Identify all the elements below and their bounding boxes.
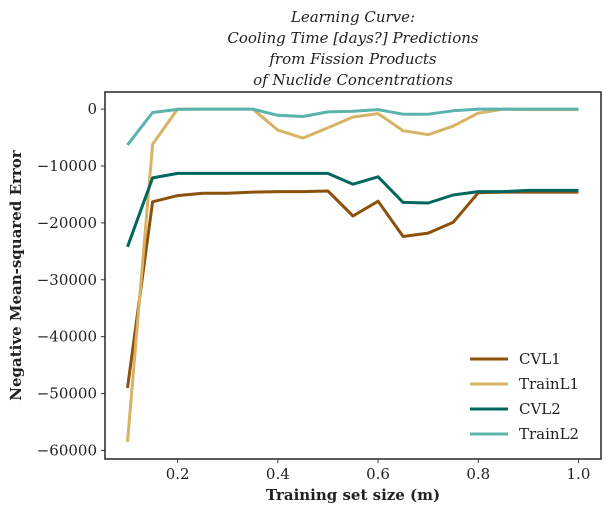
y-axis-label: Negative Mean-squared Error [7,149,25,401]
x-tick-label: 0.4 [266,465,290,483]
y-axis-ticks: 0 −10000 −20000 −30000 −40000 −50000 −60000 [37,100,105,459]
plot-area [104,91,602,460]
series-lines [126,107,579,443]
chart-title: Learning Curve: Cooling Time [days?] Pred… [227,8,479,89]
title-line: Learning Curve: [290,8,415,26]
legend: CVL1 TrainL1 CVL2 TrainL2 [470,350,579,443]
x-tick-label: 0.2 [166,465,190,483]
legend-label: TrainL1 [519,375,579,393]
y-tick-label: −20000 [37,214,97,232]
x-axis-ticks: 0.2 0.4 0.6 0.8 1.0 [166,459,591,483]
series-line-trainl1 [126,107,579,443]
x-tick-label: 0.6 [366,465,390,483]
title-line: from Fission Products [268,50,437,68]
x-axis-label: Training set size (m) [266,486,440,504]
y-tick-label: −10000 [37,157,97,175]
y-tick-label: −30000 [37,271,97,289]
title-line: of Nuclide Concentrations [253,71,453,89]
series-line-cvl1 [126,189,579,389]
y-tick-label: 0 [87,100,97,118]
series-line-cvl2 [126,171,579,248]
y-tick-label: −50000 [37,385,97,403]
legend-label: CVL2 [519,400,561,418]
x-tick-label: 1.0 [567,465,591,483]
y-tick-label: −40000 [37,328,97,346]
x-tick-label: 0.8 [466,465,490,483]
legend-label: CVL1 [519,350,561,368]
title-line: Cooling Time [days?] Predictions [227,29,479,47]
series-line-trainl2 [126,107,579,146]
plot-frame [104,91,602,460]
legend-label: TrainL2 [519,425,579,443]
y-tick-label: −60000 [37,441,97,459]
